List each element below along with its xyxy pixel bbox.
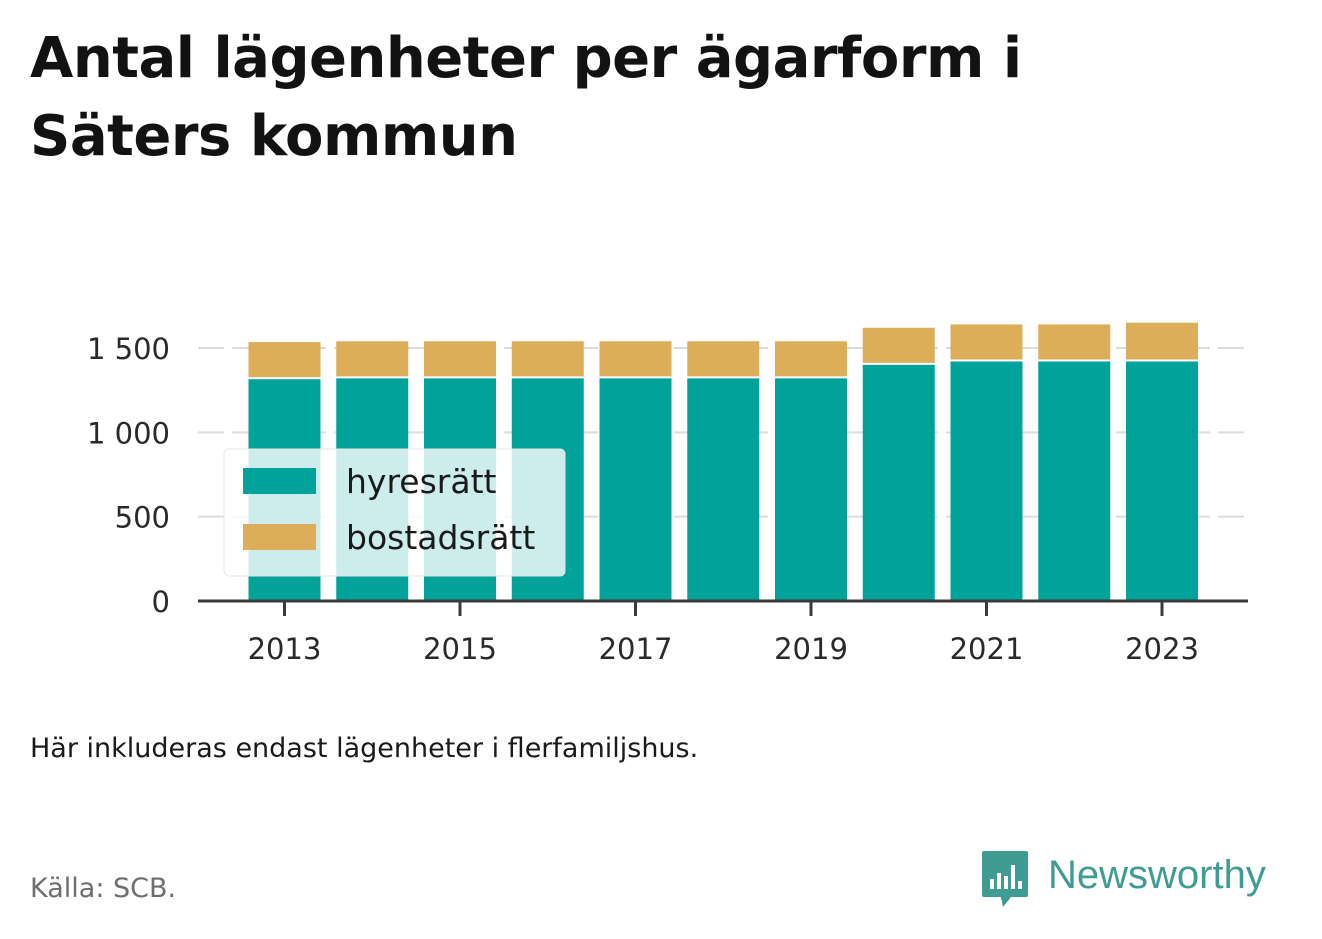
x-axis: 2013 2015 2017 2019 2021 2023 bbox=[198, 599, 1248, 666]
chart-note: Här inkluderas endast lägenheter i flerf… bbox=[30, 733, 699, 764]
newsworthy-logo-icon bbox=[982, 851, 1028, 907]
bar-hyresratt-2022 bbox=[1038, 361, 1111, 601]
x-tick-label: 2013 bbox=[248, 632, 322, 666]
y-axis: 0 500 1 000 1 500 bbox=[87, 332, 170, 619]
legend: hyresrätt bostadsrätt bbox=[223, 448, 566, 577]
legend-swatch bbox=[243, 468, 316, 494]
brand-logo[interactable]: Newsworthy bbox=[980, 848, 1266, 912]
bar-bostadsratt-2014 bbox=[336, 341, 409, 377]
bar-bostadsratt-2023 bbox=[1126, 322, 1198, 360]
bar-hyresratt-2020 bbox=[862, 364, 935, 601]
bar-bostadsratt-2018 bbox=[687, 341, 760, 377]
bar-bostadsratt-2020 bbox=[862, 327, 935, 363]
bar-bostadsratt-2015 bbox=[424, 341, 496, 377]
x-tick-label: 2017 bbox=[599, 632, 673, 666]
y-tick-label: 500 bbox=[115, 501, 170, 535]
bar-hyresratt-2021 bbox=[950, 361, 1023, 601]
y-tick-label: 0 bbox=[152, 585, 170, 619]
legend-label: hyresrätt bbox=[346, 462, 497, 501]
bar-bostadsratt-2017 bbox=[599, 341, 672, 377]
y-tick-label: 1 500 bbox=[87, 332, 170, 366]
legend-label: bostadsrätt bbox=[346, 518, 535, 557]
bar-bostadsratt-2016 bbox=[511, 341, 584, 377]
bar-hyresratt-2018 bbox=[687, 378, 760, 601]
x-tick-label: 2023 bbox=[1125, 632, 1199, 666]
bar-hyresratt-2017 bbox=[599, 378, 672, 601]
bar-bostadsratt-2021 bbox=[950, 324, 1023, 360]
chart-title: Antal lägenheter per ägarform i Säters k… bbox=[30, 26, 1022, 169]
bar-bostadsratt-2019 bbox=[775, 341, 847, 377]
brand-name: Newsworthy bbox=[1048, 852, 1266, 897]
legend-swatch bbox=[243, 524, 316, 550]
bar-bostadsratt-2022 bbox=[1038, 324, 1111, 360]
x-tick-label: 2015 bbox=[423, 632, 497, 666]
bar-hyresratt-2019 bbox=[775, 378, 847, 601]
bar-hyresratt-2023 bbox=[1126, 361, 1198, 601]
bar-bostadsratt-2013 bbox=[248, 342, 321, 378]
source-credit: Källa: SCB. bbox=[30, 873, 177, 904]
x-tick-label: 2019 bbox=[774, 632, 848, 666]
y-tick-label: 1 000 bbox=[87, 416, 170, 450]
x-tick-label: 2021 bbox=[950, 632, 1024, 666]
